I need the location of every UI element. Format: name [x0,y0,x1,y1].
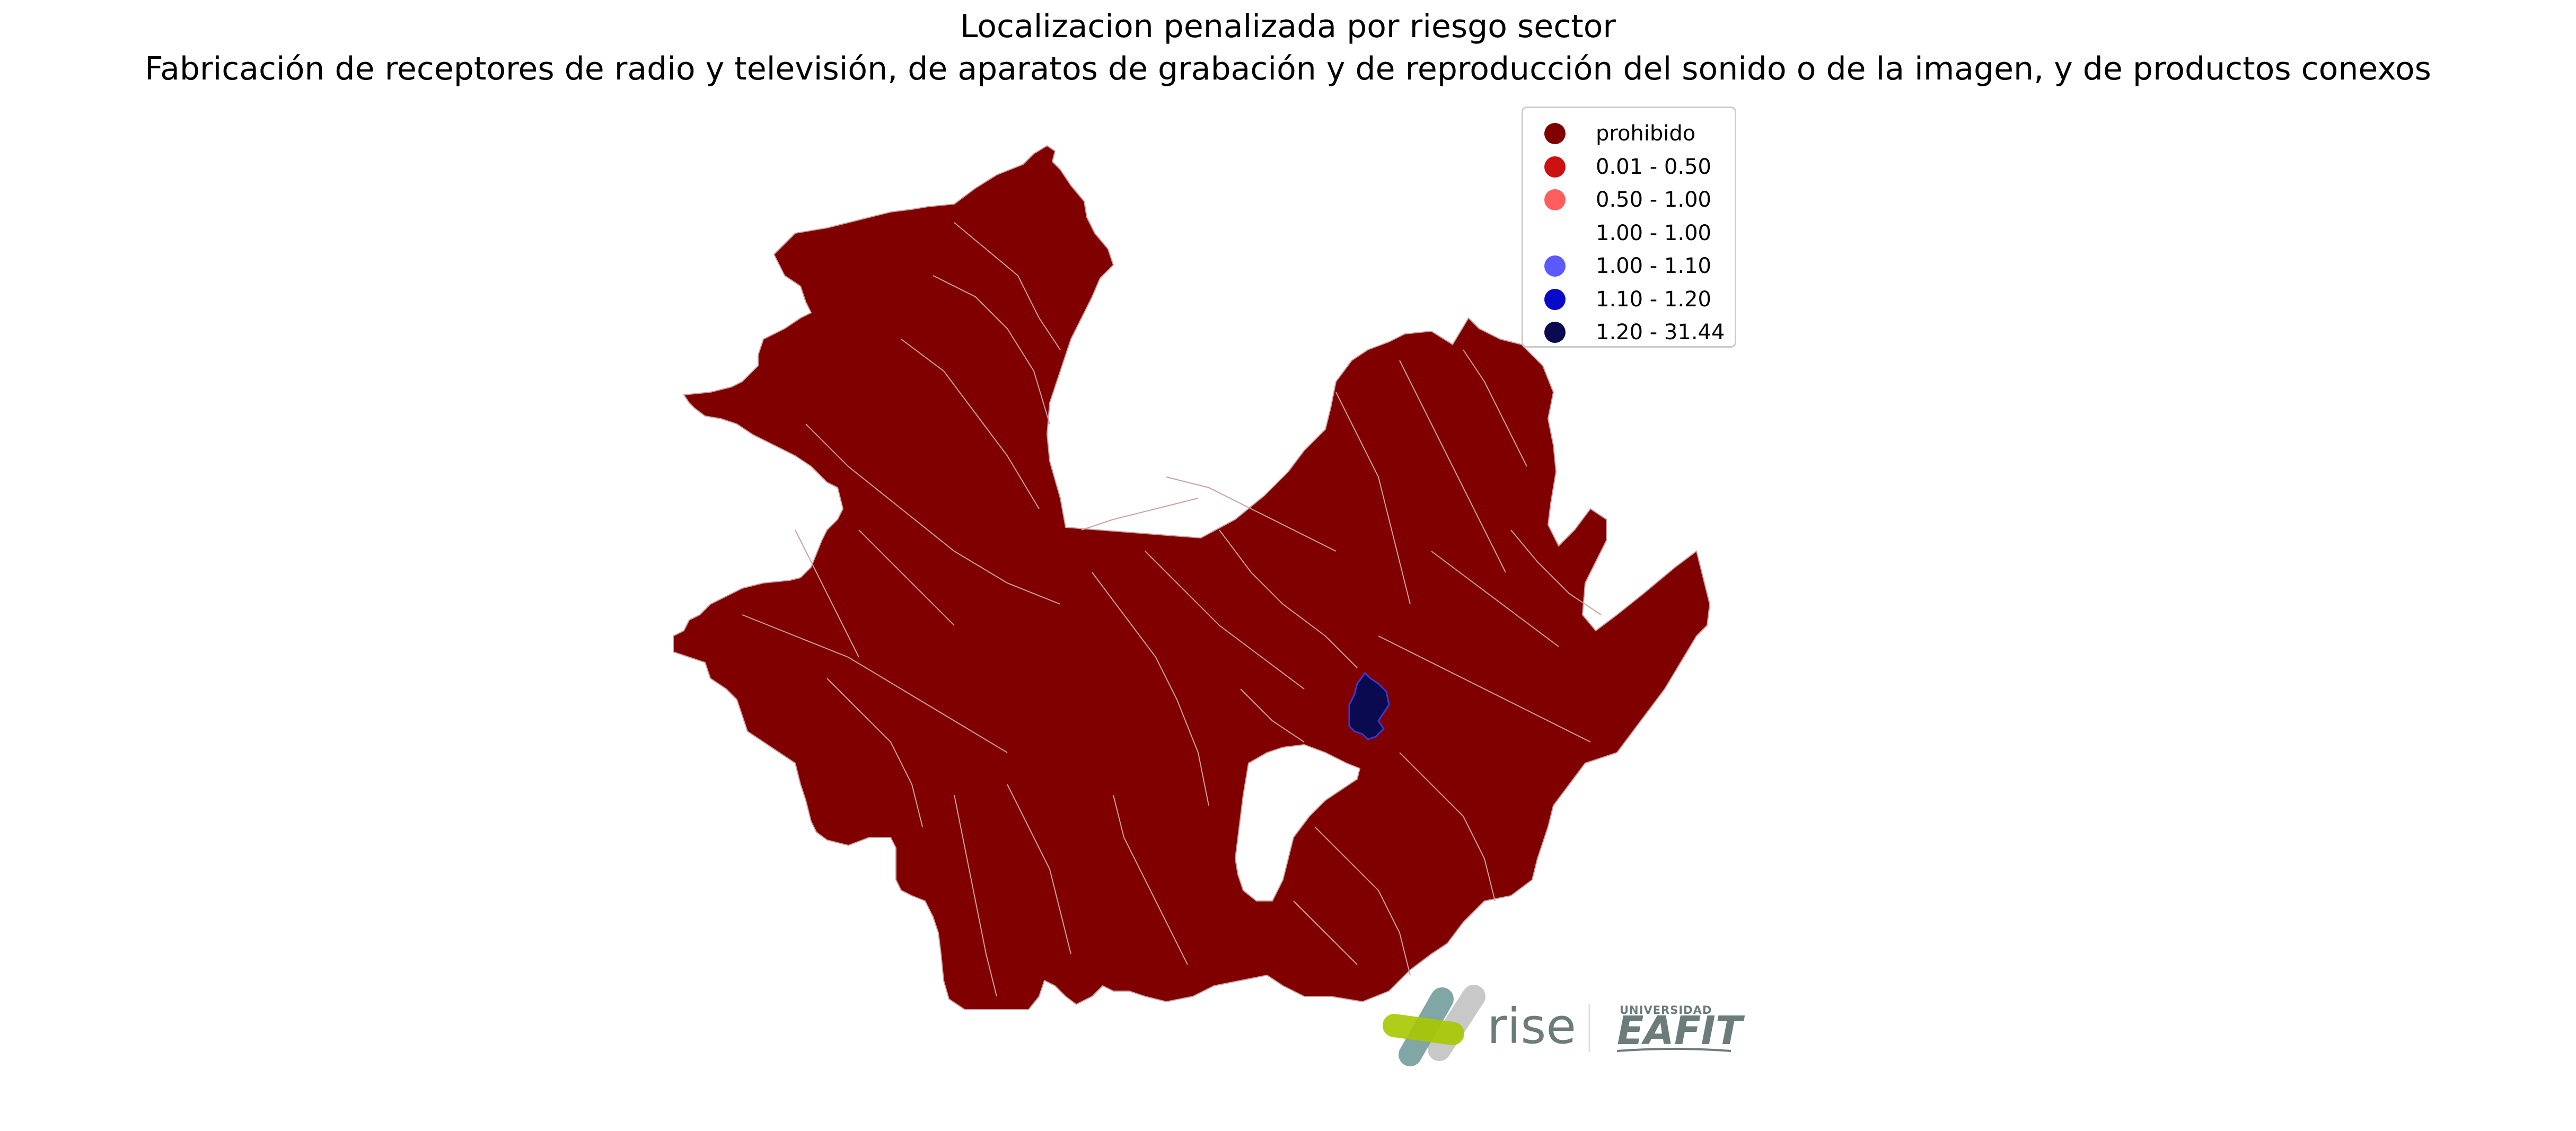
municipality-boundary [901,339,1040,509]
legend-label: 1.10 - 1.20 [1596,287,1711,312]
legend-swatch [1544,222,1566,244]
municipality-boundary [1166,476,1337,552]
municipality-boundary [1240,688,1305,743]
municipality-boundary [805,423,1061,605]
municipality-boundary [1378,635,1591,743]
municipality-boundary [1399,360,1506,573]
municipality-boundary [795,529,859,658]
legend-item: 1.00 - 1.10 [1523,249,1735,282]
chart-subtitle: Fabricación de receptores de radio y tel… [145,50,2431,87]
municipality-boundary [1431,551,1559,647]
municipality-boundary [1145,551,1305,690]
municipality-boundary [827,678,923,827]
municipality-boundary [1335,392,1411,605]
legend-swatch [1544,255,1566,277]
municipality-boundary [1092,572,1209,806]
legend-label: 1.00 - 1.00 [1596,220,1711,245]
chart-title: Localizacion penalizada por riesgo secto… [960,8,1616,45]
legend-item: 0.50 - 1.00 [1523,183,1735,216]
municipality-boundary [742,614,1008,753]
municipality-boundary [1113,794,1188,965]
municipality-boundary [954,794,997,997]
legend-item: 1.00 - 1.00 [1523,216,1735,249]
municipality-boundary [1314,826,1411,976]
municipality-boundary [858,529,955,626]
legend-label: prohibido [1596,121,1696,146]
rise-logo: rise [1383,985,1576,1066]
municipality-boundary [1081,498,1199,531]
legend-swatch [1544,288,1566,310]
legend-label: 0.01 - 0.50 [1596,154,1711,179]
municipality-boundary [1293,900,1358,965]
rise-logo-text: rise [1487,998,1576,1055]
municipality-boundary [933,275,1050,425]
eafit-logo-main-text: EAFIT [1617,1008,1745,1054]
eafit-logo: UNIVERSIDAD EAFIT [1616,1004,1745,1054]
municipality-boundaries [742,222,1602,997]
map-legend: prohibido 0.01 - 0.50 0.50 - 1.00 1.00 - 1.… [1522,107,1736,348]
legend-item: 0.01 - 0.50 [1523,150,1735,183]
legend-swatch [1544,123,1566,144]
legend-label: 1.20 - 31.44 [1596,320,1725,344]
legend-item: prohibido [1523,117,1735,149]
highlighted-municipality [1348,671,1390,740]
municipality-boundary [954,222,1061,350]
municipality-boundary [1007,784,1071,955]
legend-item: 1.20 - 31.44 [1523,315,1735,348]
municipality-boundary [1219,529,1358,668]
eafit-logo-top-text: UNIVERSIDAD [1620,1004,1712,1017]
legend-swatch [1544,156,1566,178]
legend-swatch [1544,189,1566,210]
department-region [673,145,1711,1010]
municipality-boundary [1510,529,1602,615]
municipality-boundary [1463,349,1527,467]
legend-label: 0.50 - 1.00 [1596,188,1711,212]
legend-item: 1.10 - 1.20 [1523,282,1735,315]
legend-label: 1.00 - 1.10 [1596,254,1711,278]
municipality-boundary [1399,752,1496,902]
legend-swatch [1544,322,1566,343]
excluded-region [1234,744,1361,902]
